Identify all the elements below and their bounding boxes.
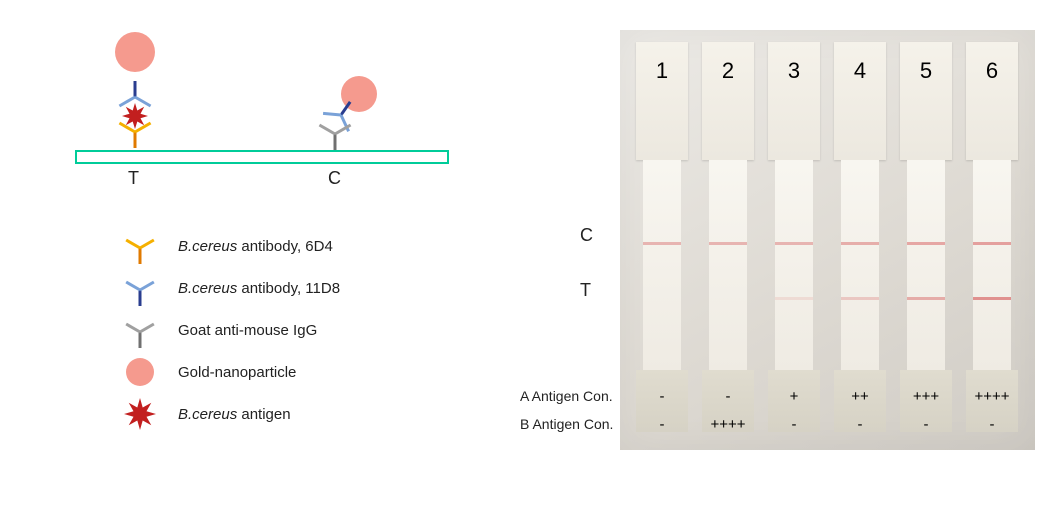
t-complex [115, 50, 155, 150]
gold-nanoparticle-icon [120, 352, 160, 392]
c-label: C [328, 168, 341, 189]
strip-membrane [643, 160, 681, 370]
strip-number: 4 [834, 58, 886, 84]
legend-row: B.cereus antibody, 6D4 [120, 225, 340, 267]
legend-row: Gold-nanoparticle [120, 351, 340, 393]
photo-t-label: T [580, 280, 591, 301]
c-complex [315, 80, 375, 160]
strip-number: 2 [702, 58, 754, 84]
test-line [841, 297, 879, 300]
strip-number: 5 [900, 58, 952, 84]
row-a-label: A Antigen Con. [520, 388, 613, 404]
row-b-label: B Antigen Con. [520, 416, 613, 432]
strip-membrane [841, 160, 879, 370]
schematic-panel: T C B.cereus antibody, 6D4B.cereus antib… [20, 20, 490, 496]
t-label: T [128, 168, 139, 189]
strip-number: 3 [768, 58, 820, 84]
legend-label: B.cereus antigen [178, 406, 291, 423]
antigen-b-value: - [768, 416, 820, 433]
antigen-b-value: - [834, 416, 886, 433]
test-strip: 1 [636, 42, 688, 438]
antibody-goat-icon [315, 114, 355, 154]
antibody-6d4-icon [120, 226, 160, 266]
antigen-a-value: ++++ [966, 388, 1018, 405]
strip-membrane [775, 160, 813, 370]
legend-row: B.cereus antigen [120, 393, 340, 435]
antigen-a-value: - [702, 388, 754, 405]
legend-label: B.cereus antibody, 11D8 [178, 280, 340, 297]
antigen-icon [120, 394, 160, 434]
strip-membrane [907, 160, 945, 370]
antigen-b-value: - [966, 416, 1018, 433]
test-strip: 5 [900, 42, 952, 438]
results-panel: 123456 C T A Antigen Con. B Antigen Con.… [530, 30, 1035, 490]
strip-number: 1 [636, 58, 688, 84]
antigen-b-value: - [636, 416, 688, 433]
strip-membrane [709, 160, 747, 370]
antibody-11d8-icon [120, 268, 160, 308]
control-line [973, 242, 1011, 245]
antigen-a-value: ++ [834, 388, 886, 405]
antigen-b-value: ++++ [702, 416, 754, 433]
test-strip: 3 [768, 42, 820, 438]
legend-row: B.cereus antibody, 11D8 [120, 267, 340, 309]
strip-number: 6 [966, 58, 1018, 84]
strip-membrane [973, 160, 1011, 370]
antibody-goat-icon [120, 310, 160, 350]
test-line [973, 297, 1011, 300]
control-line [709, 242, 747, 245]
gold-nanoparticle-icon [111, 28, 159, 76]
legend-label: B.cereus antibody, 6D4 [178, 238, 333, 255]
legend-label: Goat anti-mouse IgG [178, 322, 317, 339]
membrane-strip [75, 150, 449, 164]
control-line [775, 242, 813, 245]
test-line [775, 297, 813, 300]
test-strip: 6 [966, 42, 1018, 438]
control-line [643, 242, 681, 245]
strip-photo: 123456 [620, 30, 1035, 450]
test-strip: 2 [702, 42, 754, 438]
photo-c-label: C [580, 225, 593, 246]
antigen-a-value: + [768, 388, 820, 405]
test-line [907, 297, 945, 300]
antibody-6d4-icon [115, 112, 155, 152]
antigen-a-value: +++ [900, 388, 952, 405]
legend-row: Goat anti-mouse IgG [120, 309, 340, 351]
legend-label: Gold-nanoparticle [178, 364, 296, 381]
legend: B.cereus antibody, 6D4 B.cereus antibody,… [120, 225, 340, 435]
control-line [907, 242, 945, 245]
antigen-b-value: - [900, 416, 952, 433]
control-line [841, 242, 879, 245]
antigen-a-value: - [636, 388, 688, 405]
test-strip: 4 [834, 42, 886, 438]
